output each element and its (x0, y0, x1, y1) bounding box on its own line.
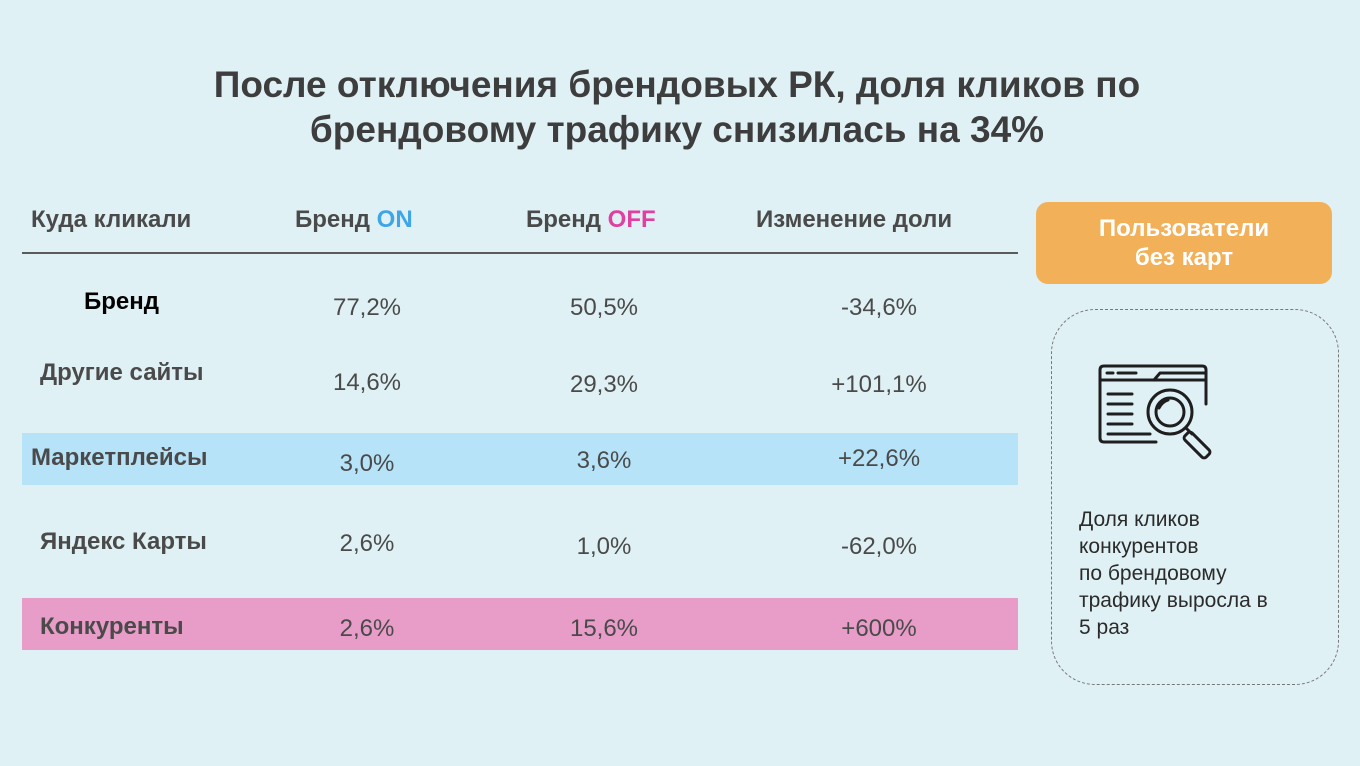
insight-line-1: Доля кликов (1079, 508, 1200, 531)
row-competitors-on-value: 2,6% (339, 615, 395, 642)
header-off-accent: OFF (607, 206, 656, 233)
title-line-2: брендовому трафику снизилась на 34% (309, 109, 1045, 150)
browser-search-icon (1098, 364, 1212, 460)
row-brand-off-value: 50,5% (569, 294, 639, 321)
row-brand-change-value: -34,6% (840, 294, 918, 321)
row-other-sites-change-value: +101,1% (831, 371, 927, 398)
users-without-maps-badge: Пользователи без карт (1036, 202, 1332, 284)
header-brand-off: Бренд OFF (526, 206, 656, 234)
marketplaces-row-highlight (22, 433, 1018, 485)
insight-line-3: по брендовому (1079, 562, 1227, 585)
insight-card (1051, 309, 1339, 685)
badge-line-1: Пользователи (1098, 215, 1270, 242)
header-divider (22, 252, 1018, 254)
header-brand-on-prefix: Бренд (295, 206, 377, 233)
row-yandex-maps-change-value: -62,0% (840, 533, 918, 560)
row-marketplaces-on-value: 3,0% (339, 450, 395, 477)
insight-text: Доля кликов конкурентов по брендовому тр… (1079, 506, 1319, 641)
header-brand-off-prefix: Бренд (526, 206, 608, 233)
competitors-row-highlight (22, 598, 1018, 650)
row-label-marketplaces: Маркетплейсы (31, 444, 208, 471)
row-label-brand: Бренд (84, 288, 159, 315)
row-yandex-maps-off-value: 1,0% (576, 533, 632, 560)
insight-line-2: конкурентов (1079, 535, 1199, 558)
header-brand-on: Бренд ON (295, 206, 413, 234)
header-where-clicked: Куда кликали (31, 206, 192, 233)
row-marketplaces-off-value: 3,6% (576, 447, 632, 474)
title-line-1: После отключения брендовых РК, доля клик… (213, 64, 1141, 105)
row-yandex-maps-on-value: 2,6% (339, 530, 395, 557)
page-title: После отключения брендовых РК, доля клик… (0, 62, 1354, 152)
row-competitors-off-value: 15,6% (569, 615, 639, 642)
row-brand-on-value: 77,2% (332, 294, 402, 321)
row-label-competitors: Конкуренты (40, 613, 184, 640)
row-label-yandex-maps: Яндекс Карты (40, 528, 207, 555)
row-marketplaces-change-value: +22,6% (837, 445, 921, 472)
insight-line-4: трафику выросла в (1079, 589, 1268, 612)
row-label-other-sites: Другие сайты (40, 359, 204, 386)
header-share-change: Изменение доли (756, 206, 953, 233)
insight-line-5: 5 раз (1079, 616, 1130, 639)
row-other-sites-on-value: 14,6% (332, 369, 402, 396)
header-on-accent: ON (376, 206, 413, 233)
badge-line-2: без карт (1134, 244, 1234, 271)
row-competitors-change-value: +600% (841, 615, 917, 642)
row-other-sites-off-value: 29,3% (569, 371, 639, 398)
